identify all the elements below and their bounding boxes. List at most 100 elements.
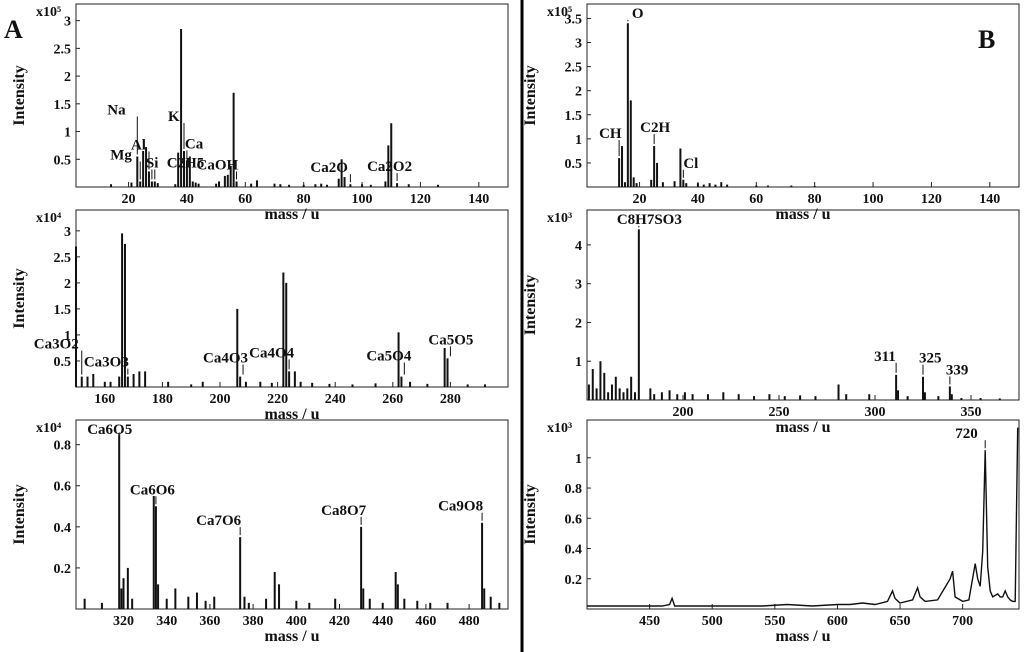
y-tick-label: 0.2 [54,562,72,577]
peak-annotation: Ca5O5 [428,332,473,348]
x-tick-label: 140 [468,192,489,207]
y-tick-label: 1 [64,126,71,141]
x-tick-label: 650 [890,614,911,629]
y-tick-label: 1.5 [54,98,72,113]
y-axis-label: Intensity [522,484,539,544]
peak-annotation: Ca4O4 [249,345,295,361]
x-tick-label: 100 [352,192,373,207]
y-tick-label: 1 [575,355,582,370]
peak-annotation: Ca6O5 [87,422,132,438]
y-tick-label: 2 [575,85,582,100]
peak-annotation: 325 [919,351,942,367]
y-tick-label: 0.2 [565,573,583,588]
y-scale-label: x10⁴ [36,421,62,436]
chart-b3: 450 500 550 600 650 700 0.2 0.4 0.6 0.8 1 x10³ mass … [522,421,1019,645]
y-tick-label: 1 [575,133,582,148]
y-tick-label: 0.5 [54,153,72,168]
y-axis-label: Intensity [522,65,539,125]
y-tick-label: 0.8 [54,439,72,454]
peak-annotation: CaOH [197,157,239,173]
y-tick-label: 0.4 [54,521,72,536]
peak-annotation: Ca3O3 [84,355,129,371]
y-tick-label: 3 [64,15,71,30]
y-scale-label: x10⁵ [36,5,61,20]
y-scale-label: x10³ [547,211,572,226]
x-tick-label: 80 [297,192,311,207]
peak-annotation: 311 [874,349,896,365]
y-axis-label: Intensity [11,65,28,125]
y-tick-label: 1.5 [565,109,583,124]
peak-annotation: Ca5O4 [366,349,412,365]
peak-annotation: 339 [946,362,969,378]
x-tick-label: 40 [180,192,194,207]
peak-annotation: 720 [955,426,978,442]
panel-letter-b: B [978,25,995,54]
spectrum-line [587,427,1019,607]
x-axis-label: mass / u [264,206,319,223]
x-tick-label: 600 [827,614,848,629]
peak-annotation: Ca3O2 [34,337,79,353]
y-tick-label: 0.5 [54,355,72,370]
peak-annotation: Ca8O7 [321,503,367,519]
x-tick-label: 140 [979,192,1000,207]
x-tick-label: 200 [673,405,694,420]
x-tick-label: 700 [952,614,973,629]
x-tick-label: 480 [459,614,480,629]
y-tick-label: 1.5 [54,303,72,318]
y-tick-label: 0.5 [565,157,583,172]
y-tick-label: 2 [575,316,582,331]
y-tick-label: 0.8 [565,482,583,497]
x-tick-label: 400 [286,614,307,629]
x-tick-label: 60 [749,192,763,207]
x-tick-label: 450 [639,614,660,629]
y-tick-label: 2.5 [54,251,72,266]
x-tick-label: 220 [267,392,288,407]
x-tick-label: 20 [122,192,136,207]
plot-frame-b3 [586,419,1020,610]
peak-annotation: C2H5 [167,155,205,171]
x-tick-label: 360 [199,614,220,629]
x-tick-label: 280 [440,392,461,407]
peak-annotation: C2H [640,120,670,136]
y-scale-label: x10⁴ [36,211,62,226]
x-tick-label: 240 [325,392,346,407]
x-tick-label: 340 [156,614,177,629]
x-axis-label: mass / u [775,628,830,645]
peak-annotation: Si [146,155,159,171]
y-tick-label: 0.6 [565,512,583,527]
x-tick-label: 120 [410,192,431,207]
x-axis-label: mass / u [775,206,830,223]
x-tick-label: 550 [764,614,785,629]
x-axis-label: mass / u [264,406,319,423]
chart-a3: 320 340 360 380 400 420 440 460 480 0.2 0.4 0.6 0.8 x… [11,421,501,645]
y-tick-label: 1 [64,329,71,344]
y-scale-label: x10³ [547,421,572,436]
peak-annotation: Ca9O8 [438,499,483,515]
x-tick-label: 100 [863,192,884,207]
x-tick-label: 20 [633,192,647,207]
y-tick-label: 3 [575,278,582,293]
peak-annotation: Ca2O [310,160,348,176]
y-tick-label: 3.5 [565,12,583,27]
panel-frames [75,3,1020,610]
peak-annotation: Na [107,103,126,119]
x-axis-label: mass / u [775,419,830,436]
peak-annotation: CH [599,126,622,142]
x-tick-label: 200 [210,392,231,407]
y-tick-label: 2 [64,70,71,85]
x-tick-label: 40 [691,192,705,207]
x-tick-label: 180 [152,392,173,407]
y-tick-label: 2.5 [54,42,72,57]
peak-annotation: K [168,109,180,125]
peak-annotation: O [632,6,644,22]
plot-frame-a1 [75,3,509,188]
y-axis-label: Intensity [522,275,539,335]
x-tick-label: 460 [415,614,436,629]
peak-annotation: Ca4O3 [203,351,248,367]
y-scale-label: x10⁵ [547,5,572,20]
plot-frame-b1 [586,3,1020,188]
